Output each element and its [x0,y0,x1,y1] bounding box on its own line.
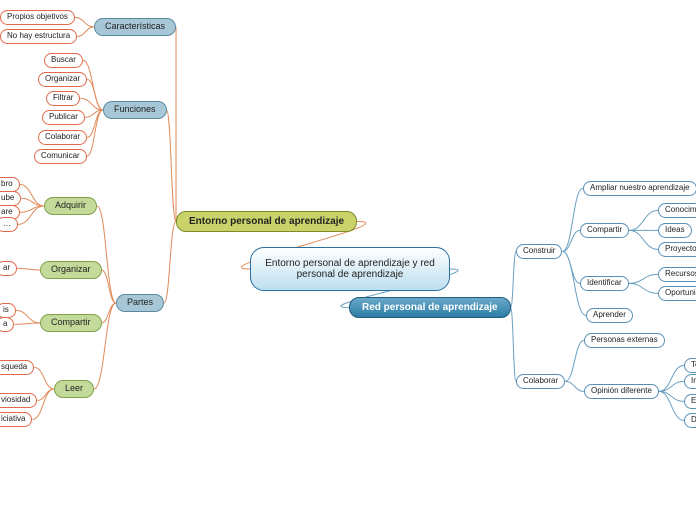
node-root: Entorno personal de aprendizaje y red pe… [250,247,450,291]
node-c_amp: Ampliar nuestro aprendizaje [583,181,696,196]
node-comp2: a [0,317,14,332]
node-entorno: Entorno personal de aprendizaje [176,211,357,232]
node-c_comp: Compartir [580,223,629,238]
node-od3: Ejer [684,394,696,409]
node-f1: Buscar [44,53,83,68]
node-f5: Colaborar [38,130,87,145]
node-f6: Comunicar [34,149,87,164]
node-cc3: Proyectos [658,242,696,257]
node-red: Red personal de aprendizaje [349,297,511,318]
node-adq: Adquirir [44,197,97,215]
node-comp: Compartir [40,314,102,332]
node-c_iden: Identificar [580,276,629,291]
node-org: Organizar [40,261,102,279]
node-org1: ar [0,261,17,276]
node-construir: Construir [516,244,562,259]
node-cc1: Conocimien [658,203,696,218]
node-caract: Características [94,18,176,36]
node-leer: Leer [54,380,94,398]
node-funciones: Funciones [103,101,167,119]
node-cc2: Ideas [658,223,692,238]
node-leer1: squeda [0,360,34,375]
node-caract_a: Propios objetivos [0,10,75,25]
node-adq1: bro [0,177,20,192]
node-leer3: iciativa [0,412,32,427]
node-colaborar: Colaborar [516,374,565,389]
node-layer: Entorno personal de aprendizaje y red pe… [0,0,696,520]
node-c_aprn: Aprender [586,308,633,323]
node-partes: Partes [116,294,164,312]
node-od2: Inv [684,374,696,389]
node-adq4: … [0,217,18,232]
node-f2: Organizar [38,72,87,87]
node-f3: Filtrar [46,91,80,106]
node-od4: Deb [684,413,696,428]
node-ci2: Oportunidad [658,286,696,301]
node-caract_b: No hay estructura [0,29,77,44]
node-od1: Tem [684,358,696,373]
node-col_pe: Personas externas [584,333,665,348]
node-leer2: viosidad [0,393,37,408]
node-col_od: Opinión diferente [584,384,659,399]
node-ci1: Recursos [658,267,696,282]
node-comp1: is [0,303,16,318]
node-adq2: ube [0,191,21,206]
node-f4: Publicar [42,110,85,125]
